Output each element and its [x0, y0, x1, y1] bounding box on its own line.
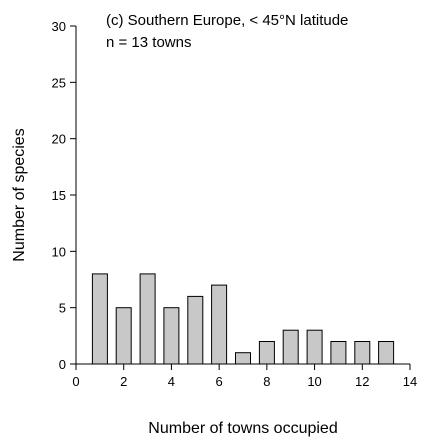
x-axis: 0 2 4 6 8 10 12 14 [72, 363, 417, 389]
chart-title: (c) Southern Europe, < 45°N latitude [106, 12, 348, 29]
y-tick-label-15: 15 [52, 188, 66, 203]
y-tick-label-5: 5 [59, 301, 66, 316]
x-tick-label-0: 0 [72, 374, 79, 389]
x-tick-label-14: 14 [403, 374, 417, 389]
bar-7 [235, 352, 251, 365]
y-tick-label-20: 20 [52, 132, 66, 147]
x-axis-title: Number of towns occupied [148, 420, 337, 437]
x-tick-label-2: 2 [120, 374, 127, 389]
bar-5 [187, 295, 204, 365]
bar-9 [282, 329, 299, 365]
y-tick-label-10: 10 [52, 244, 66, 259]
bar-2 [115, 307, 132, 365]
x-tick-label-10: 10 [307, 374, 321, 389]
x-tick-label-6: 6 [216, 374, 223, 389]
y-axis: 0 5 10 15 20 25 30 [52, 19, 77, 372]
x-tick-label-12: 12 [355, 374, 369, 389]
y-tick-label-25: 25 [52, 75, 66, 90]
y-tick-label-30: 30 [52, 19, 66, 34]
bar-13 [378, 341, 395, 365]
bar-12 [354, 341, 371, 365]
y-axis-title: Number of species [11, 128, 28, 261]
bar-6 [211, 284, 228, 365]
x-tick-label-8: 8 [263, 374, 270, 389]
chart-subtitle: n = 13 towns [106, 34, 191, 51]
y-tick-label-0: 0 [59, 357, 66, 372]
bar-11 [330, 341, 347, 365]
bar-8 [258, 341, 275, 365]
x-tick-label-4: 4 [168, 374, 175, 389]
bar-4 [163, 307, 180, 365]
bar-3 [139, 273, 156, 365]
bar-10 [306, 329, 323, 365]
bars-group [91, 273, 395, 365]
bar-1 [91, 273, 108, 365]
